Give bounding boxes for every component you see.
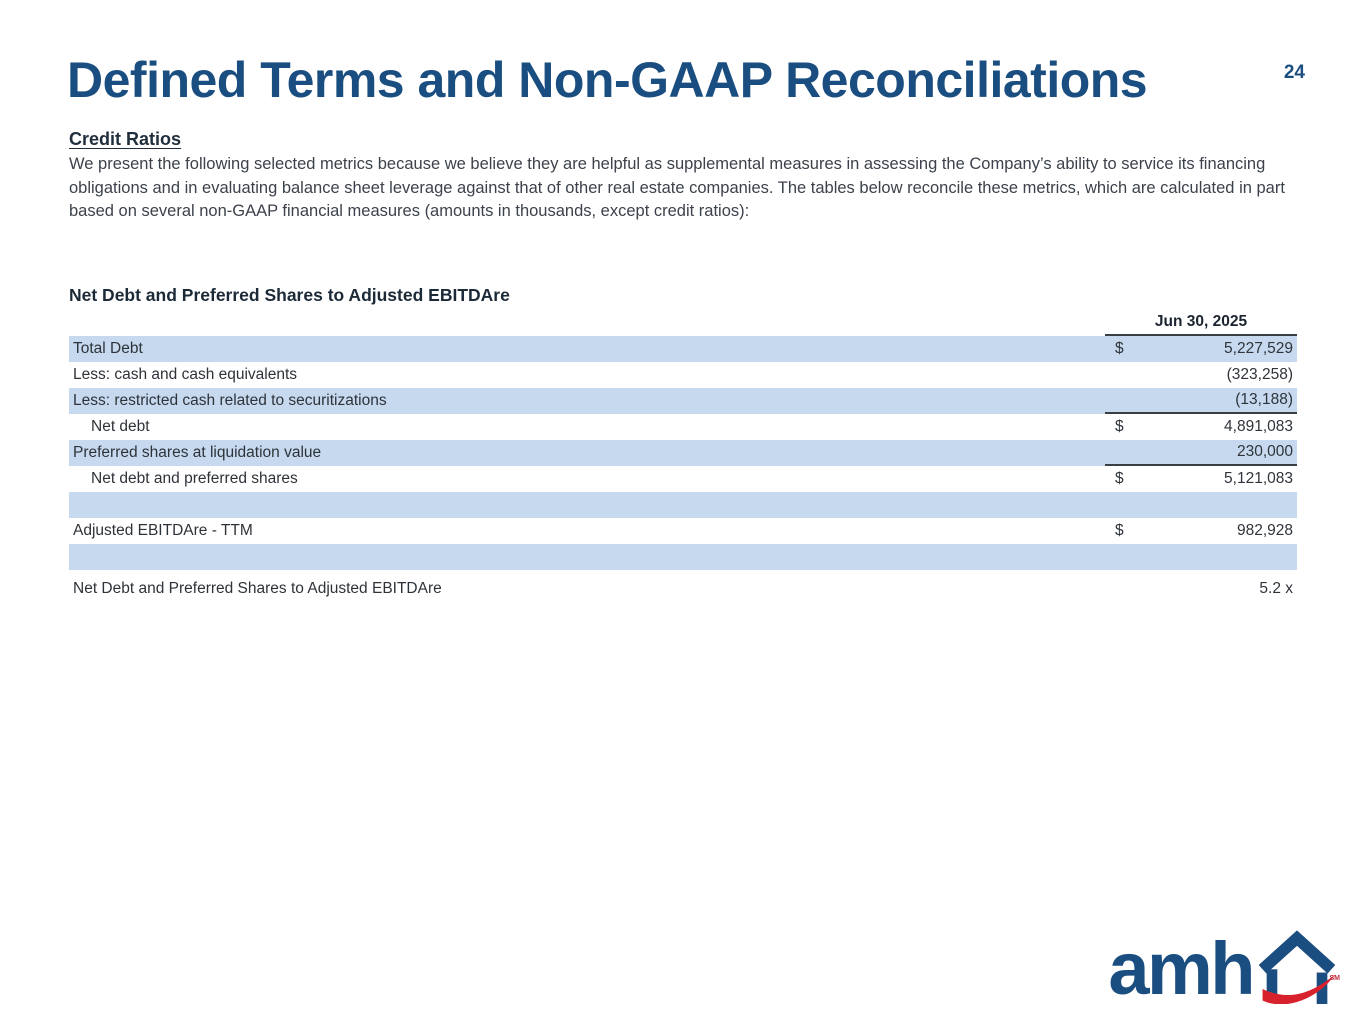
row-amount: (13,188)	[1235, 391, 1293, 408]
table-row: Net debt $ 4,891,083	[69, 414, 1297, 440]
row-value-cell: $ 982,928	[1105, 518, 1297, 544]
row-value-cell: $ 4,891,083	[1105, 414, 1297, 440]
table-row-ratio: Net Debt and Preferred Shares to Adjuste…	[69, 576, 1297, 602]
row-value-cell	[1105, 544, 1297, 570]
row-label: Preferred shares at liquidation value	[73, 444, 322, 461]
row-label: Net debt	[91, 418, 150, 435]
table-row: Preferred shares at liquidation value 23…	[69, 440, 1297, 466]
table-row: Adjusted EBITDAre - TTM $ 982,928	[69, 518, 1297, 544]
table-row: Total Debt $ 5,227,529	[69, 336, 1297, 362]
table-row-spacer	[69, 544, 1297, 570]
net-debt-table: Jun 30, 2025 Total Debt $ 5,227,529 Less…	[69, 310, 1297, 602]
row-value-cell: $ 5,121,083	[1105, 466, 1297, 492]
page-title: Defined Terms and Non-GAAP Reconciliatio…	[67, 52, 1148, 108]
currency-symbol: $	[1115, 340, 1124, 357]
table-header-row: Jun 30, 2025	[69, 310, 1297, 336]
table-row: Less: restricted cash related to securit…	[69, 388, 1297, 414]
table-row: Net debt and preferred shares $ 5,121,08…	[69, 466, 1297, 492]
row-amount: (323,258)	[1226, 366, 1293, 383]
currency-symbol: $	[1115, 418, 1124, 435]
table-title: Net Debt and Preferred Shares to Adjuste…	[69, 285, 510, 305]
row-value-cell: 5.2 x	[1105, 576, 1297, 602]
amh-logo-text: amh	[1108, 927, 1255, 1011]
currency-symbol: $	[1115, 470, 1124, 487]
row-amount: 4,891,083	[1224, 418, 1293, 435]
row-value-cell	[1105, 492, 1297, 518]
house-icon	[1258, 930, 1336, 1004]
table-row: Less: cash and cash equivalents (323,258…	[69, 362, 1297, 388]
row-value-cell: 230,000	[1105, 440, 1297, 466]
amh-logo: amh SM	[1108, 927, 1341, 1011]
row-amount: 5.2 x	[1259, 580, 1293, 597]
row-value-cell: (13,188)	[1105, 388, 1297, 414]
row-label: Net Debt and Preferred Shares to Adjuste…	[73, 580, 442, 597]
row-label: Net debt and preferred shares	[91, 470, 298, 487]
service-mark: SM	[1329, 975, 1341, 982]
page-number: 24	[1283, 62, 1305, 83]
credit-ratios-heading: Credit Ratios	[69, 129, 182, 149]
currency-symbol: $	[1115, 522, 1124, 539]
row-label: Total Debt	[73, 340, 143, 357]
row-amount: 982,928	[1236, 522, 1293, 539]
row-label: Adjusted EBITDAre - TTM	[73, 522, 253, 539]
row-label: Less: restricted cash related to securit…	[73, 392, 387, 409]
credit-ratios-paragraph: We present the following selected metric…	[69, 155, 1285, 220]
house-left-wall	[1266, 969, 1278, 998]
row-label: Less: cash and cash equivalents	[73, 366, 298, 383]
row-amount: 230,000	[1236, 443, 1293, 460]
red-swoosh	[1262, 974, 1336, 1004]
row-amount: 5,227,529	[1224, 340, 1293, 357]
row-value-cell: $ 5,227,529	[1105, 336, 1297, 362]
row-value-cell: (323,258)	[1105, 362, 1297, 388]
column-header-date: Jun 30, 2025	[1105, 313, 1297, 336]
row-amount: 5,121,083	[1224, 470, 1293, 487]
table-row-spacer	[69, 492, 1297, 518]
